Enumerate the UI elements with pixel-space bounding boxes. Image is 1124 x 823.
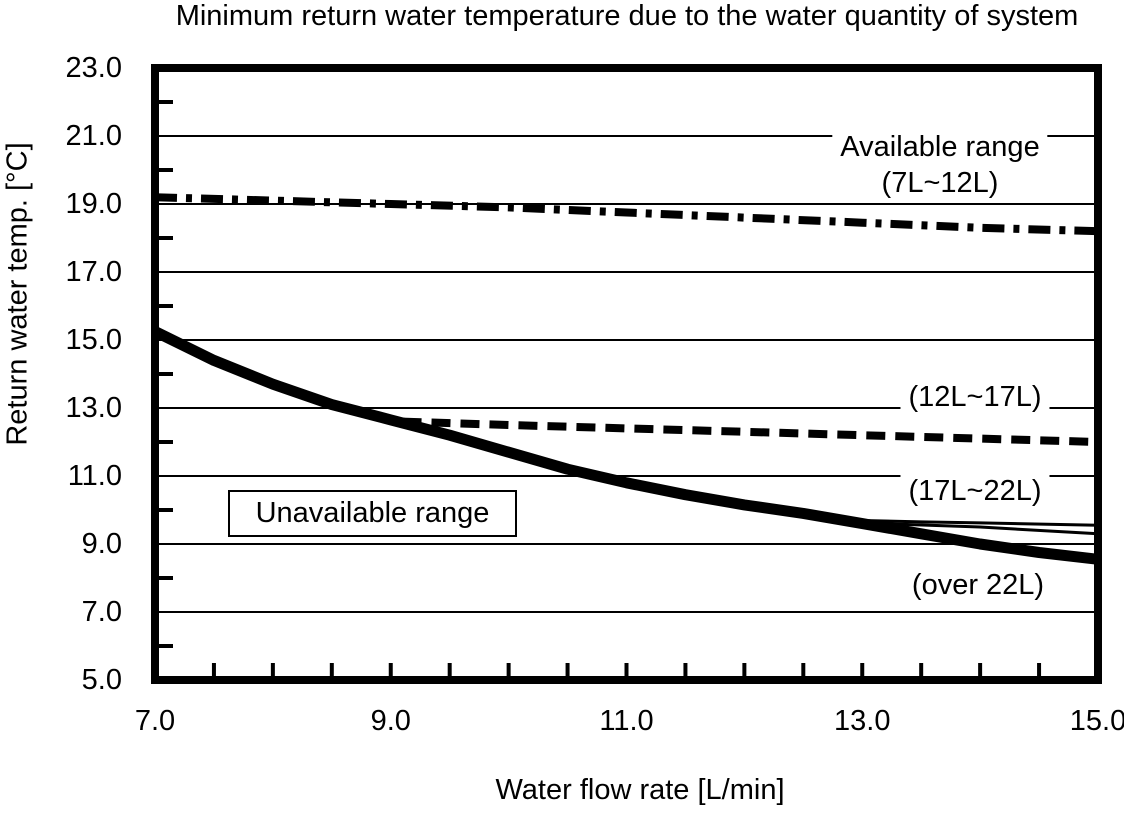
x-tick-label: 9.0 bbox=[370, 705, 411, 737]
y-tick-label: 11.0 bbox=[67, 460, 122, 492]
x-tick-label: 15.0 bbox=[1069, 705, 1124, 737]
annotation-available-range-line1: Available range bbox=[840, 131, 1040, 163]
x-tick-label: 7.0 bbox=[134, 705, 176, 737]
annotation-available-range: Available range (7L~12L) bbox=[832, 128, 1048, 202]
chart-title: Minimum return water temperature due to … bbox=[175, 0, 1079, 32]
y-tick-label: 23.0 bbox=[65, 52, 122, 84]
x-tick-label: 13.0 bbox=[834, 705, 891, 737]
series-line-0 bbox=[154, 193, 1099, 236]
annotation-range-12-17: (12L~17L) bbox=[900, 379, 1050, 415]
series-line-3 bbox=[862, 521, 1099, 536]
y-tick-label: 15.0 bbox=[65, 324, 122, 356]
series-line-4 bbox=[152, 326, 1099, 565]
y-tick-label: 21.0 bbox=[65, 120, 122, 152]
x-tick-label: 11.0 bbox=[599, 705, 654, 737]
y-tick-label: 7.0 bbox=[81, 596, 122, 628]
annotation-over-22: (over 22L) bbox=[903, 567, 1053, 603]
x-axis-title: Water flow rate [L/min] bbox=[495, 774, 785, 806]
y-tick-label: 13.0 bbox=[65, 392, 122, 424]
series-line-2 bbox=[850, 518, 1099, 527]
plot-border bbox=[151, 64, 1102, 684]
unavailable-range-box: Unavailable range bbox=[228, 490, 517, 537]
y-tick-label: 17.0 bbox=[65, 256, 122, 288]
y-axis-title: Return water temp. [°C] bbox=[1, 142, 34, 446]
series-line-1 bbox=[402, 417, 1099, 446]
y-tick-label: 19.0 bbox=[65, 188, 122, 220]
y-tick-label: 5.0 bbox=[81, 664, 122, 696]
y-tick-label: 9.0 bbox=[81, 528, 122, 560]
annotation-range-17-22: (17L~22L) bbox=[900, 473, 1050, 509]
annotation-available-range-line2: (7L~12L) bbox=[881, 167, 999, 199]
